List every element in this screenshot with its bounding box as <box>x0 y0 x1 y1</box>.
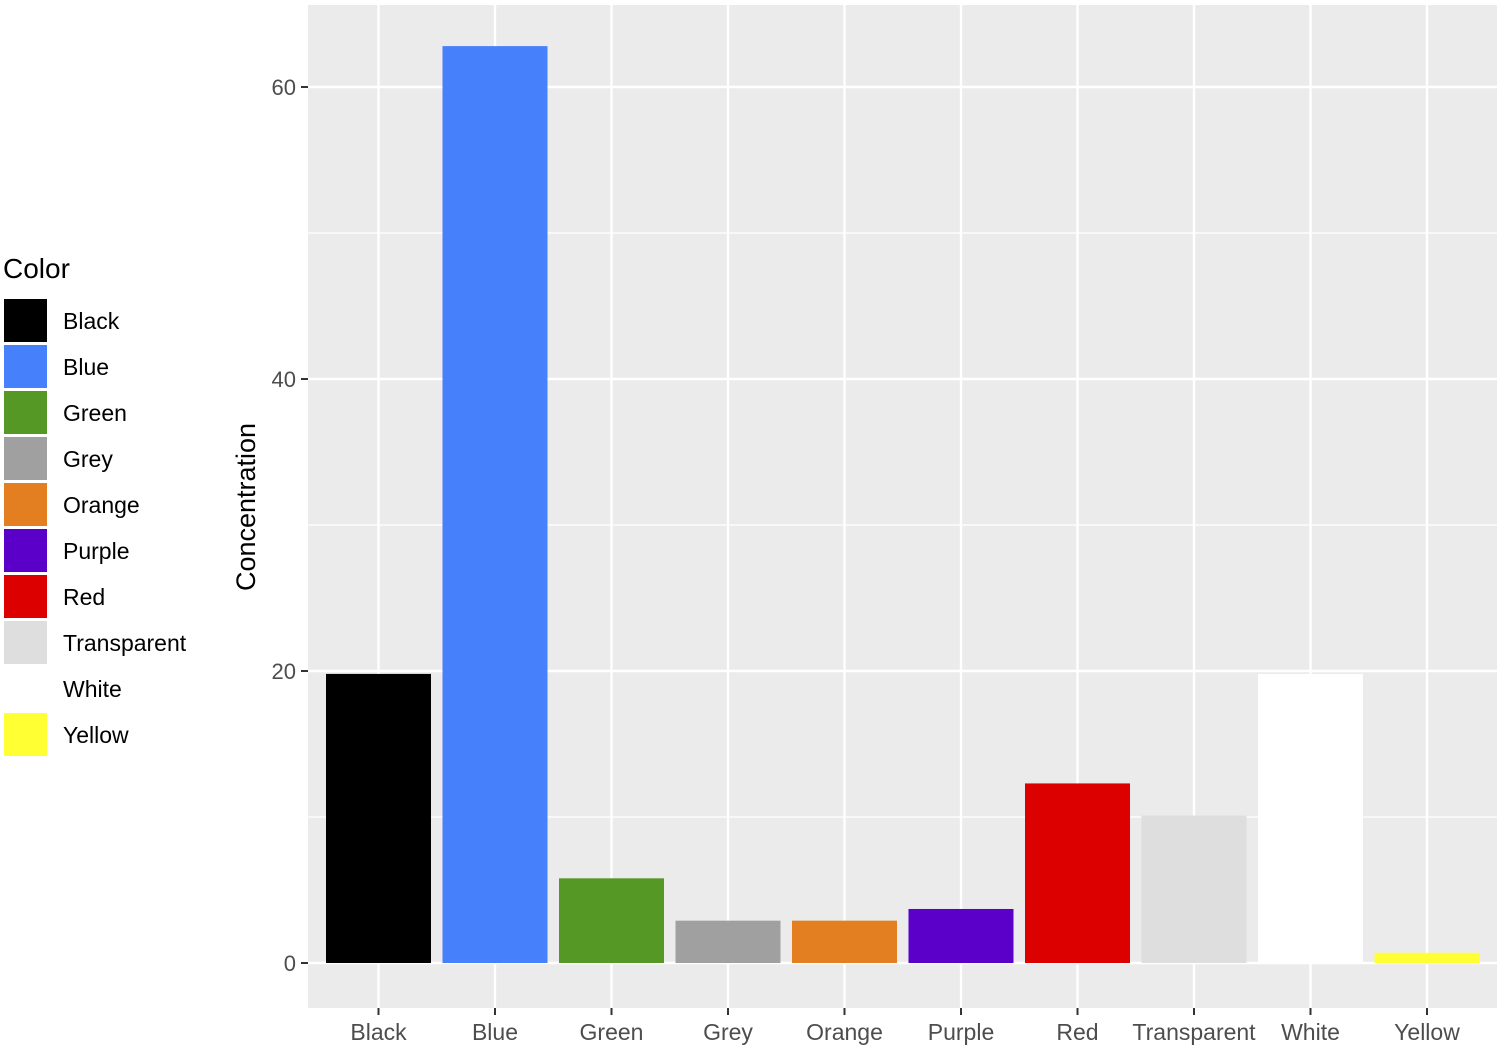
legend-label: White <box>63 676 122 702</box>
x-tick-label: Blue <box>472 1019 518 1045</box>
y-tick-label: 60 <box>272 75 296 100</box>
legend-label: Yellow <box>63 722 129 748</box>
bar-orange <box>792 920 897 963</box>
x-tick-label: White <box>1281 1019 1340 1045</box>
legend-key-blue <box>4 345 47 388</box>
legend-key-purple <box>4 529 47 572</box>
legend-key-red <box>4 575 47 618</box>
legend-title: Color <box>3 253 70 284</box>
legend-key-orange <box>4 483 47 526</box>
legend-label: Green <box>63 400 127 426</box>
bars <box>326 46 1480 964</box>
x-tick-label: Red <box>1056 1019 1098 1045</box>
legend-label: Red <box>63 584 105 610</box>
bar-purple <box>908 908 1014 963</box>
y-axis-title: Concentration <box>231 423 261 591</box>
legend-key-transparent <box>4 621 47 664</box>
legend-label: Blue <box>63 354 109 380</box>
x-tick-label: Yellow <box>1394 1019 1460 1045</box>
legend: Color Black Blue Green Grey Orange Purple Red T… <box>3 253 187 756</box>
y-tick-label: 20 <box>272 659 296 684</box>
bar-red <box>1025 783 1130 963</box>
y-tick-label: 40 <box>272 367 296 392</box>
legend-key-green <box>4 391 47 434</box>
x-tick-label: Grey <box>703 1019 753 1045</box>
bar-transparent <box>1141 815 1247 963</box>
x-tick-label: Black <box>350 1019 407 1045</box>
x-tick-label: Transparent <box>1132 1019 1256 1045</box>
x-axis: Black Blue Green Grey Orange Purple Red Transpa… <box>350 1008 1460 1045</box>
bar-yellow <box>1374 952 1480 963</box>
bar-blue <box>442 46 548 964</box>
legend-label: Grey <box>63 446 113 472</box>
legend-key-black <box>4 299 47 342</box>
bar-green <box>559 878 664 963</box>
legend-label: Purple <box>63 538 129 564</box>
legend-key-grey <box>4 437 47 480</box>
x-tick-label: Purple <box>928 1019 994 1045</box>
bar-white <box>1258 673 1363 963</box>
x-tick-label: Green <box>580 1019 644 1045</box>
legend-key-yellow <box>4 713 47 756</box>
x-tick-label: Orange <box>806 1019 883 1045</box>
legend-label: Black <box>63 308 120 334</box>
legend-label: Transparent <box>63 630 187 656</box>
legend-key-white <box>4 667 47 710</box>
bar-black <box>326 673 431 963</box>
legend-label: Orange <box>63 492 140 518</box>
bar-grey <box>675 920 781 963</box>
y-tick-label: 0 <box>284 951 296 976</box>
y-axis: 0 20 40 60 <box>272 75 308 976</box>
